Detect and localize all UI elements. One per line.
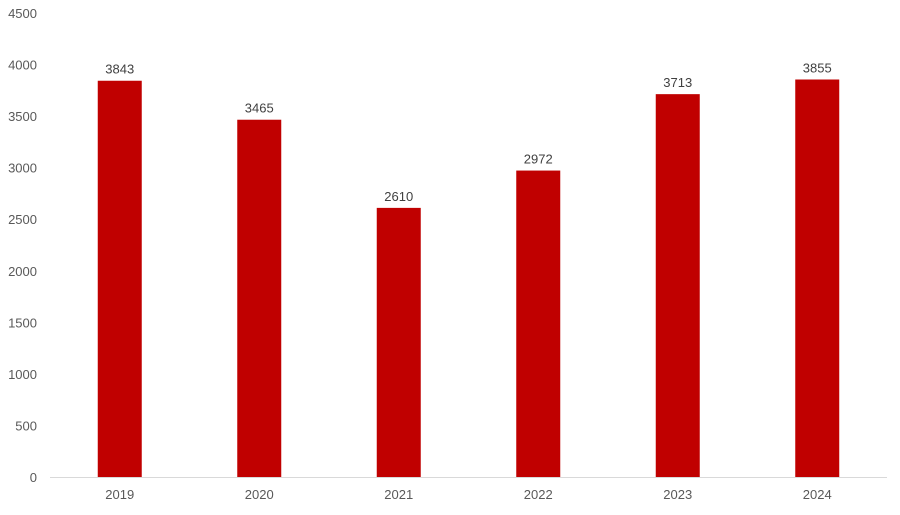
x-tick-label-2021: 2021 <box>384 487 413 502</box>
y-tick-label: 2000 <box>8 264 37 279</box>
bar-2024 <box>795 79 840 478</box>
data-label-2019: 3843 <box>105 62 134 77</box>
y-tick-label: 1000 <box>8 367 37 382</box>
bar-2023 <box>655 94 700 478</box>
x-tick-label-2019: 2019 <box>105 487 134 502</box>
y-tick-label: 500 <box>15 418 37 433</box>
x-tick-label-2022: 2022 <box>524 487 553 502</box>
x-axis: 2019 2020 2021 2022 2023 2024 <box>50 477 887 502</box>
y-tick-label: 4000 <box>8 58 37 73</box>
y-tick-label: 3500 <box>8 109 37 124</box>
data-label-2022: 2972 <box>524 152 553 167</box>
bar-2021 <box>376 207 421 477</box>
bar-2020 <box>237 119 282 477</box>
bar-series: 3843 3465 2610 2972 3713 3855 <box>97 61 840 478</box>
data-label-2023: 3713 <box>663 75 692 90</box>
y-axis: 0 500 1000 1500 2000 2500 3000 3500 4000 4500 <box>8 6 37 485</box>
data-label-2024: 3855 <box>803 61 832 76</box>
bar-2022 <box>516 170 561 477</box>
y-tick-label: 2500 <box>8 212 37 227</box>
data-label-2021: 2610 <box>384 189 413 204</box>
x-tick-label-2020: 2020 <box>245 487 274 502</box>
y-tick-label: 0 <box>30 470 37 485</box>
y-tick-label: 4500 <box>8 6 37 21</box>
data-label-2020: 3465 <box>245 101 274 116</box>
y-tick-label: 3000 <box>8 161 37 176</box>
y-tick-label: 1500 <box>8 315 37 330</box>
x-tick-label-2024: 2024 <box>803 487 832 502</box>
bar-2019 <box>97 80 142 477</box>
x-tick-label-2023: 2023 <box>663 487 692 502</box>
